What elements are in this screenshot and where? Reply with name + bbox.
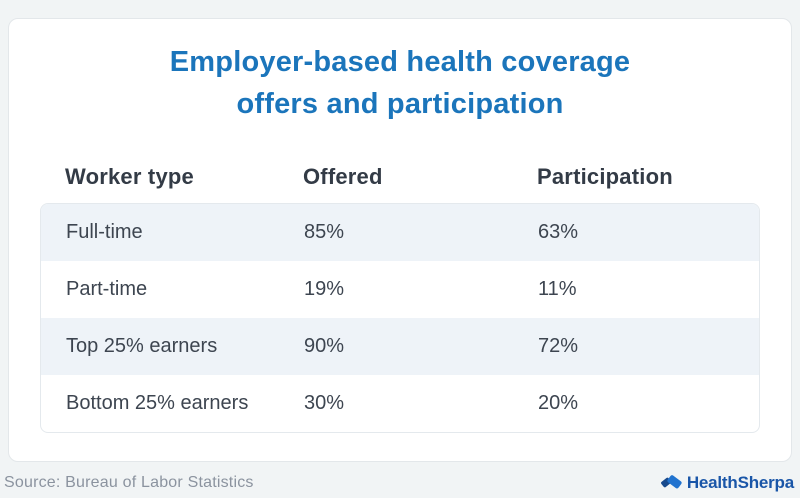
table-row: Top 25% earners 90% 72% (41, 318, 759, 375)
column-header-offered: Offered (303, 164, 383, 189)
cell-worker-type: Full-time (66, 221, 143, 243)
source-attribution: Source: Bureau of Labor Statistics (4, 474, 254, 491)
cell-participation: 20% (538, 392, 579, 414)
brand-logo: HealthSherpa (660, 473, 794, 493)
chart-title-line2: offers and participation (236, 88, 564, 120)
cell-worker-type: Top 25% earners (66, 335, 218, 357)
cell-offered: 90% (304, 335, 345, 357)
cell-participation: 11% (538, 278, 577, 300)
brand-name: HealthSherpa (686, 473, 794, 492)
cell-offered: 30% (304, 392, 345, 414)
cell-participation: 72% (538, 335, 579, 357)
coverage-table: Worker type Offered Participation Full-t… (40, 151, 760, 433)
chart-title-line1: Employer-based health coverage (169, 46, 631, 78)
table-header-row: Worker type Offered Participation (40, 151, 760, 203)
table-row: Bottom 25% earners 30% 20% (41, 375, 759, 432)
cell-worker-type: Bottom 25% earners (66, 392, 249, 414)
healthsherpa-heart-icon (660, 475, 682, 489)
cell-worker-type: Part-time (66, 278, 148, 300)
column-header-worker-type: Worker type (65, 164, 194, 189)
table-row: Part-time 19% 11% (41, 261, 759, 318)
chart-card: Employer-based health coverage offers an… (8, 18, 792, 462)
footer: Source: Bureau of Labor Statistics Healt… (0, 468, 800, 498)
cell-offered: 19% (304, 278, 345, 300)
cell-offered: 85% (304, 221, 345, 243)
column-header-participation: Participation (537, 164, 673, 189)
cell-participation: 63% (538, 221, 579, 243)
table-body: Full-time 85% 63% Part-time 19% 11% Top … (40, 203, 760, 433)
chart-title: Employer-based health coverage offers an… (9, 41, 791, 125)
table-row: Full-time 85% 63% (41, 204, 759, 261)
